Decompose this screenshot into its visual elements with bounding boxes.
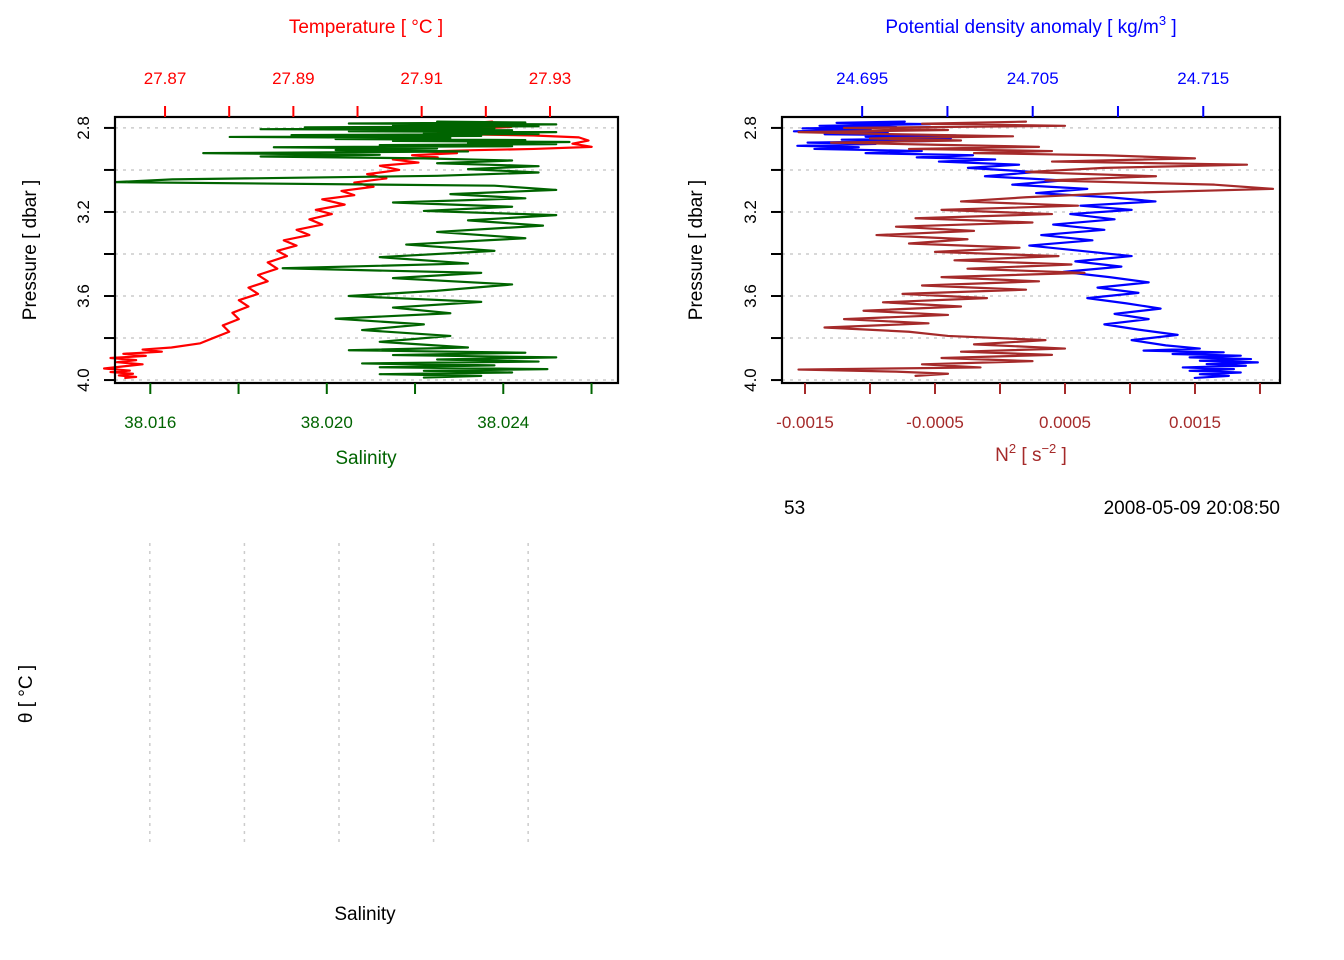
bottom-axis-ticks — [149, 383, 593, 394]
plot-frame — [780, 115, 1282, 385]
salinity-axis-title-top: Salinity — [335, 448, 397, 469]
potential-density-anomaly-profile-line — [792, 120, 1259, 380]
tick-label: 24.715 — [1177, 69, 1229, 88]
panel-profile-temperature-salinity: 27.87 27.89 27.91 27.93 38.016 38.020 38.024 2.… — [74, 69, 620, 432]
tick-label: 38.020 — [301, 413, 353, 432]
tick-label: 2.8 — [741, 116, 760, 140]
salinity-axis-title-bottom: Salinity — [334, 904, 396, 925]
tick-label: -0.0015 — [776, 413, 834, 432]
panels-layer: 27.87 27.89 27.91 27.93 38.016 38.020 38.024 2.… — [74, 69, 1282, 845]
tick-label: 3.2 — [741, 200, 760, 224]
pressure-axis-title-right: Pressure [ dbar ] — [686, 180, 707, 320]
tick-label: 2.8 — [74, 116, 93, 140]
tick-label: 27.91 — [400, 69, 443, 88]
tick-label: 3.2 — [74, 200, 93, 224]
tick-label: 4.0 — [74, 368, 93, 392]
density-axis-title: Potential density anomaly [ kg/m3 ] — [885, 13, 1176, 38]
vertical-gridlines — [149, 543, 529, 845]
salinity-profile-line — [113, 120, 571, 379]
panel-ts-diagram — [149, 543, 529, 845]
tick-label: 38.016 — [124, 413, 176, 432]
n2-axis-title: N2 [ s−2 ] — [995, 441, 1067, 466]
top-axis-ticks — [861, 106, 1205, 117]
tick-label: 24.695 — [836, 69, 888, 88]
tick-label: 4.0 — [741, 368, 760, 392]
pressure-axis-title-left: Pressure [ dbar ] — [20, 180, 41, 320]
tick-label: 24.705 — [1007, 69, 1059, 88]
horizontal-gridlines — [115, 127, 618, 381]
tick-label: 27.89 — [272, 69, 315, 88]
left-axis-ticks — [771, 126, 782, 382]
tick-label: 27.93 — [529, 69, 572, 88]
top-axis-ticks — [164, 106, 551, 117]
temperature-axis-title: Temperature [ °C ] — [289, 17, 443, 38]
plot-frame — [113, 115, 620, 385]
station-datetime: 2008-05-09 20:08:50 — [1104, 498, 1280, 519]
bottom-axis-ticks — [804, 383, 1261, 394]
tick-label: 3.6 — [74, 284, 93, 308]
tick-label: 38.024 — [477, 413, 529, 432]
temperature-profile-line — [102, 120, 593, 380]
tick-label: 3.6 — [741, 284, 760, 308]
tick-label: -0.0005 — [906, 413, 964, 432]
panel-profile-density-n2: 24.695 24.705 24.715 -0.0015 -0.0005 0.0005 0.… — [741, 69, 1282, 432]
theta-axis-title: θ [ °C ] — [16, 665, 37, 723]
tick-label: 0.0005 — [1039, 413, 1091, 432]
left-axis-ticks — [104, 126, 115, 382]
tick-label: 0.0015 — [1169, 413, 1221, 432]
tick-label: 27.87 — [144, 69, 187, 88]
station-number: 53 — [784, 498, 805, 519]
buoyancy-frequency-squared-profile-line — [797, 120, 1275, 377]
